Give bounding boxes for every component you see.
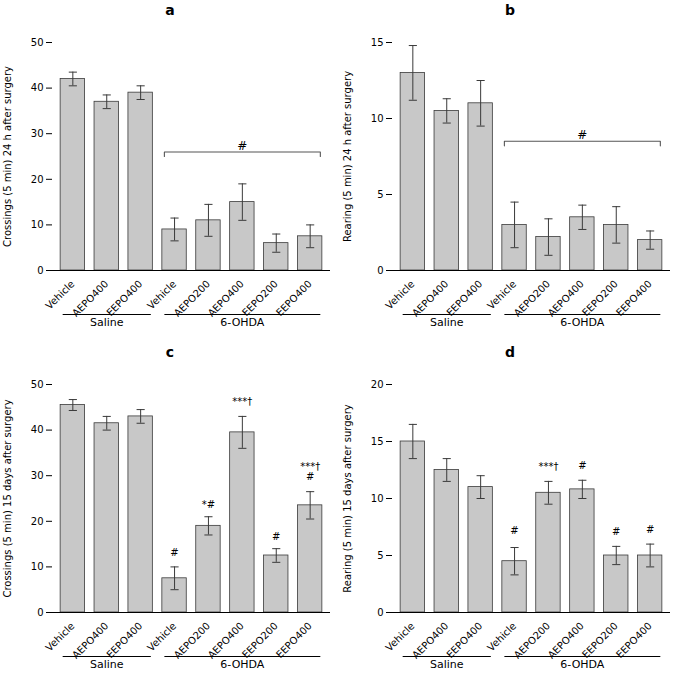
svg-text:6-OHDA: 6-OHDA [560, 658, 604, 671]
svg-text:Vehicle: Vehicle [43, 620, 76, 653]
svg-text:0: 0 [377, 607, 383, 618]
svg-text:#: # [646, 524, 654, 535]
svg-text:AEPO400: AEPO400 [206, 620, 246, 660]
svg-text:Vehicle: Vehicle [145, 278, 178, 311]
svg-text:20: 20 [31, 516, 44, 527]
html-text:c: c [165, 344, 175, 360]
svg-text:Crossings (5 min) 24 h after s: Crossings (5 min) 24 h after surgery [2, 66, 13, 247]
svg-text:Rearing (5 min) 15 days after: Rearing (5 min) 15 days after surgery [342, 404, 353, 593]
svg-text:EEPO400: EEPO400 [104, 620, 144, 660]
svg-text:Vehicle: Vehicle [383, 278, 416, 311]
svg-text:15: 15 [371, 436, 384, 447]
svg-text:10: 10 [31, 561, 44, 572]
svg-text:#: # [577, 128, 587, 142]
svg-text:10: 10 [371, 493, 384, 504]
svg-text:6-OHDA: 6-OHDA [560, 316, 604, 329]
svg-text:***†#: ***†# [300, 461, 320, 482]
svg-text:20: 20 [371, 379, 384, 390]
svg-text:Vehicle: Vehicle [485, 620, 518, 653]
svg-text:AEPO400: AEPO400 [546, 620, 586, 660]
svg-text:AEPO200: AEPO200 [511, 620, 553, 661]
svg-text:50: 50 [31, 379, 44, 390]
svg-text:AEPO200: AEPO200 [511, 278, 553, 319]
svg-text:30: 30 [31, 470, 44, 481]
svg-text:EEPO200: EEPO200 [580, 620, 620, 660]
svg-text:10: 10 [371, 113, 384, 124]
svg-text:0: 0 [37, 265, 43, 276]
svg-text:EEPO200: EEPO200 [240, 620, 280, 660]
svg-text:#: # [170, 547, 178, 558]
svg-text:AEPO400: AEPO400 [70, 620, 110, 660]
svg-text:0: 0 [377, 265, 383, 276]
svg-text:40: 40 [31, 82, 44, 93]
svg-text:5: 5 [377, 550, 383, 561]
svg-text:AEPO200: AEPO200 [171, 620, 213, 661]
svg-text:***†: ***† [232, 396, 252, 407]
html-text:a: a [165, 2, 175, 18]
svg-text:0: 0 [37, 607, 43, 618]
svg-text:Vehicle: Vehicle [145, 620, 178, 653]
svg-text:6-OHDA: 6-OHDA [220, 658, 264, 671]
svg-text:#: # [237, 139, 247, 153]
svg-text:EEPO400: EEPO400 [444, 620, 484, 660]
svg-text:*#: *# [202, 499, 215, 510]
svg-text:Vehicle: Vehicle [383, 620, 416, 653]
svg-text:EEPO400: EEPO400 [274, 278, 314, 318]
svg-text:Saline: Saline [430, 316, 464, 329]
svg-text:AEPO200: AEPO200 [171, 278, 213, 319]
svg-text:Vehicle: Vehicle [43, 278, 76, 311]
svg-text:AEPO400: AEPO400 [546, 278, 586, 318]
svg-text:10: 10 [31, 219, 44, 230]
svg-text:30: 30 [31, 128, 44, 139]
svg-text:EEPO400: EEPO400 [444, 278, 484, 318]
svg-text:EEPO400: EEPO400 [614, 620, 654, 660]
svg-text:5: 5 [377, 189, 383, 200]
svg-text:***†: ***† [538, 461, 558, 472]
svg-text:AEPO400: AEPO400 [206, 278, 246, 318]
svg-text:#: # [578, 460, 586, 471]
svg-text:Saline: Saline [90, 658, 124, 671]
svg-text:AEPO400: AEPO400 [410, 620, 450, 660]
svg-text:EEPO400: EEPO400 [104, 278, 144, 318]
svg-text:AEPO400: AEPO400 [410, 278, 450, 318]
html-text:d: d [505, 344, 515, 360]
svg-text:EEPO400: EEPO400 [274, 620, 314, 660]
svg-text:EEPO400: EEPO400 [614, 278, 654, 318]
svg-text:20: 20 [31, 174, 44, 185]
svg-text:Rearing (5 min) 24 h after sur: Rearing (5 min) 24 h after surgery [342, 71, 353, 242]
svg-text:AEPO400: AEPO400 [70, 278, 110, 318]
svg-text:Vehicle: Vehicle [485, 278, 518, 311]
svg-text:#: # [272, 531, 280, 542]
svg-text:Saline: Saline [430, 658, 464, 671]
html-text:b: b [505, 2, 515, 18]
svg-text:50: 50 [31, 37, 44, 48]
svg-text:15: 15 [371, 37, 384, 48]
svg-text:Saline: Saline [90, 316, 124, 329]
svg-text:EEPO200: EEPO200 [580, 278, 620, 318]
svg-text:EEPO200: EEPO200 [240, 278, 280, 318]
svg-text:#: # [510, 525, 518, 536]
svg-text:40: 40 [31, 424, 44, 435]
svg-text:6-OHDA: 6-OHDA [220, 316, 264, 329]
svg-text:#: # [612, 526, 620, 537]
svg-text:Crossings (5 min) 15 days afte: Crossings (5 min) 15 days after surgery [2, 399, 13, 597]
